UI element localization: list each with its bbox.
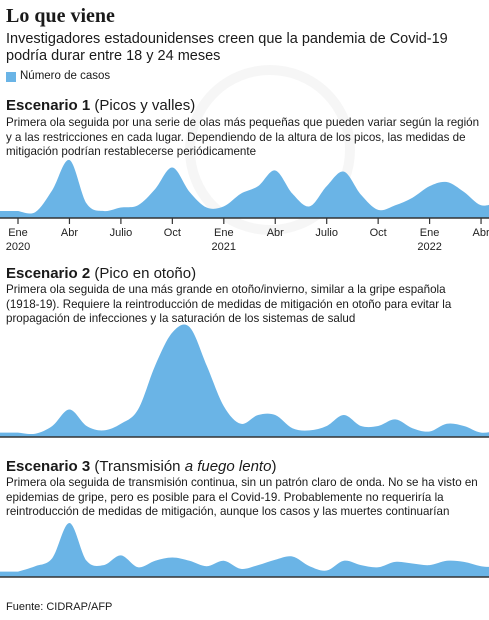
scenario-2-chart [0, 324, 489, 438]
scenario-2-description: Primera ola seguida de una más grande en… [6, 283, 452, 325]
scenario-3-chart [0, 522, 489, 578]
x-tick-year-label: 2020 [6, 241, 30, 253]
cases-area [0, 159, 489, 218]
x-tick-year-label: 2022 [417, 241, 441, 253]
x-tick-label: Ene [8, 227, 28, 239]
scenario-2-name: Escenario 2 [6, 265, 91, 282]
legend: Número de casos [6, 70, 110, 83]
scenario-1-title: Escenario 1 (Picos y valles) [6, 97, 195, 115]
x-tick-label: Julio [110, 227, 133, 239]
source-note: Fuente: CIDRAP/AFP [6, 601, 113, 613]
scenario-1-description: Primera ola seguida por una serie de ola… [6, 116, 480, 158]
x-tick-label: Abr [472, 227, 489, 239]
page-title: Lo que viene [6, 5, 115, 27]
x-tick-label: Abr [267, 227, 284, 239]
scenario-3-title: Escenario 3 (Transmisión a fuego lento) [6, 458, 277, 475]
cases-area [0, 324, 489, 437]
scenario-1-chart: Ene 2020 Abr Julio Oct Ene 2021 Abr Julio Oct Ene 2… [0, 159, 489, 253]
x-tick-label: Julio [315, 227, 338, 239]
legend-swatch [6, 71, 16, 82]
scenario-3-tagline: (Transmisión [94, 458, 185, 475]
scenario-2-title: Escenario 2 (Pico en otoño) [6, 265, 196, 283]
x-tick-label: Oct [370, 227, 387, 239]
x-tick-year-label: 2021 [212, 241, 236, 253]
page-subtitle: Investigadores estadounidenses creen que… [6, 31, 448, 64]
cases-area [0, 522, 489, 577]
x-tick-label: Oct [164, 227, 181, 239]
scenario-3-description: Primera ola seguida de transmisión conti… [6, 476, 478, 518]
x-tick-label: Abr [61, 227, 78, 239]
scenario-1-tagline: (Picos y valles) [94, 97, 196, 114]
scenario-1-name: Escenario 1 [6, 97, 91, 114]
scenario-3-name: Escenario 3 [6, 458, 91, 475]
x-tick-label: Ene [214, 227, 234, 239]
legend-label: Número de casos [20, 70, 111, 82]
x-tick-label: Ene [420, 227, 440, 239]
scenario-2-tagline: (Pico en otoño) [94, 265, 197, 282]
